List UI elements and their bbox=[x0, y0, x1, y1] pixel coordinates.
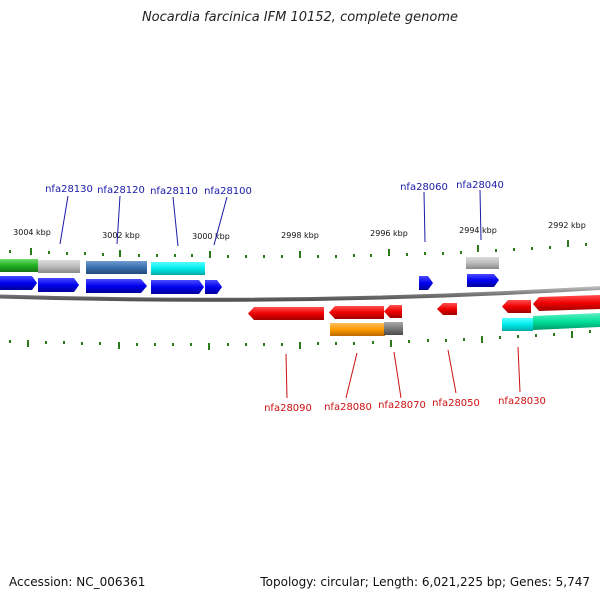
scale-label: 3000 kbp bbox=[192, 232, 230, 241]
forward-gene-arrows bbox=[0, 274, 499, 294]
gene-arrow bbox=[86, 279, 147, 293]
gene-arrow bbox=[533, 295, 600, 311]
gene-label: nfa28070 bbox=[378, 400, 426, 411]
gene-arrow bbox=[384, 305, 402, 318]
gene-label: nfa28030 bbox=[498, 396, 546, 407]
gene-arrow bbox=[467, 274, 499, 287]
gene-arrow bbox=[419, 276, 433, 290]
gene-label: nfa28110 bbox=[150, 186, 198, 197]
gene-label: nfa28080 bbox=[324, 402, 372, 413]
gene-arrow bbox=[0, 276, 37, 290]
gene-arrow bbox=[329, 306, 384, 319]
scale-label: 3002 kbp bbox=[102, 231, 140, 240]
gene-label: nfa28050 bbox=[432, 398, 480, 409]
outer-tick-marks bbox=[9, 240, 587, 258]
gene-label: nfa28060 bbox=[400, 182, 448, 193]
gene-arrow bbox=[38, 278, 79, 292]
scale-label: 2996 kbp bbox=[370, 229, 408, 238]
gene-label: nfa28120 bbox=[97, 185, 145, 196]
gene-label: nfa28130 bbox=[45, 184, 93, 195]
map-title: Nocardia farcinica IFM 10152, complete g… bbox=[141, 10, 459, 25]
reverse-category-band bbox=[330, 313, 600, 336]
scale-labels: 3004 kbp 3002 kbp 3000 kbp 2998 kbp 2996… bbox=[13, 221, 586, 241]
genome-summary-text: Topology: circular; Length: 6,021,225 bp… bbox=[260, 575, 590, 589]
reverse-gene-labels: nfa28090 nfa28080 nfa28070 nfa28050 nfa2… bbox=[264, 396, 546, 414]
accession-text: Accession: NC_006361 bbox=[9, 575, 146, 589]
scale-label: 2998 kbp bbox=[281, 231, 319, 240]
scale-label: 2994 kbp bbox=[459, 226, 497, 235]
reverse-label-lines bbox=[285, 346, 521, 399]
scale-label: 3004 kbp bbox=[13, 228, 51, 237]
genome-backbone bbox=[0, 286, 600, 302]
gene-arrow bbox=[205, 280, 222, 294]
gene-label: nfa28040 bbox=[456, 180, 504, 191]
gene-arrow bbox=[151, 280, 204, 294]
forward-gene-labels: nfa28130 nfa28120 nfa28110 nfa28100 nfa2… bbox=[45, 180, 504, 197]
forward-label-lines bbox=[59, 189, 482, 247]
gene-arrow bbox=[502, 300, 531, 313]
forward-category-band bbox=[0, 257, 499, 275]
gene-label: nfa28100 bbox=[204, 186, 252, 197]
reverse-gene-arrows bbox=[248, 295, 600, 320]
scale-label: 2992 kbp bbox=[548, 221, 586, 230]
gene-arrow bbox=[248, 307, 324, 320]
gene-arrow bbox=[437, 303, 457, 315]
gene-label: nfa28090 bbox=[264, 403, 312, 414]
inner-tick-marks bbox=[9, 330, 591, 350]
